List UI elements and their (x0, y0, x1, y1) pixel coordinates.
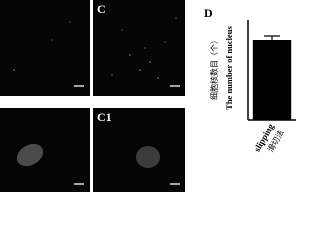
bar (252, 40, 292, 120)
y-axis-label-cn: 细胞核数目（个） (209, 36, 219, 100)
panel-label: D (204, 6, 213, 20)
image-a1 (0, 108, 90, 192)
image-c (93, 0, 185, 96)
panel-label: C1 (97, 110, 112, 124)
image-a (0, 0, 90, 96)
nuclei-dots (13, 17, 177, 79)
nucleus (16, 143, 44, 167)
scale-bars (74, 85, 180, 185)
micrographs: C C1 (0, 0, 185, 192)
panel-label: C (97, 2, 106, 16)
figure: C C1 D The number of nucleus 细胞核数目（个） sl… (0, 0, 296, 192)
y-axis-label: The number of nucleus (224, 25, 234, 109)
nucleus (136, 146, 160, 168)
